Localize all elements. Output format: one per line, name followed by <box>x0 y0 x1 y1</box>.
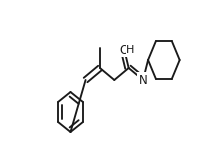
Text: H: H <box>126 45 135 55</box>
Text: O: O <box>120 43 129 57</box>
Text: N: N <box>139 73 147 86</box>
